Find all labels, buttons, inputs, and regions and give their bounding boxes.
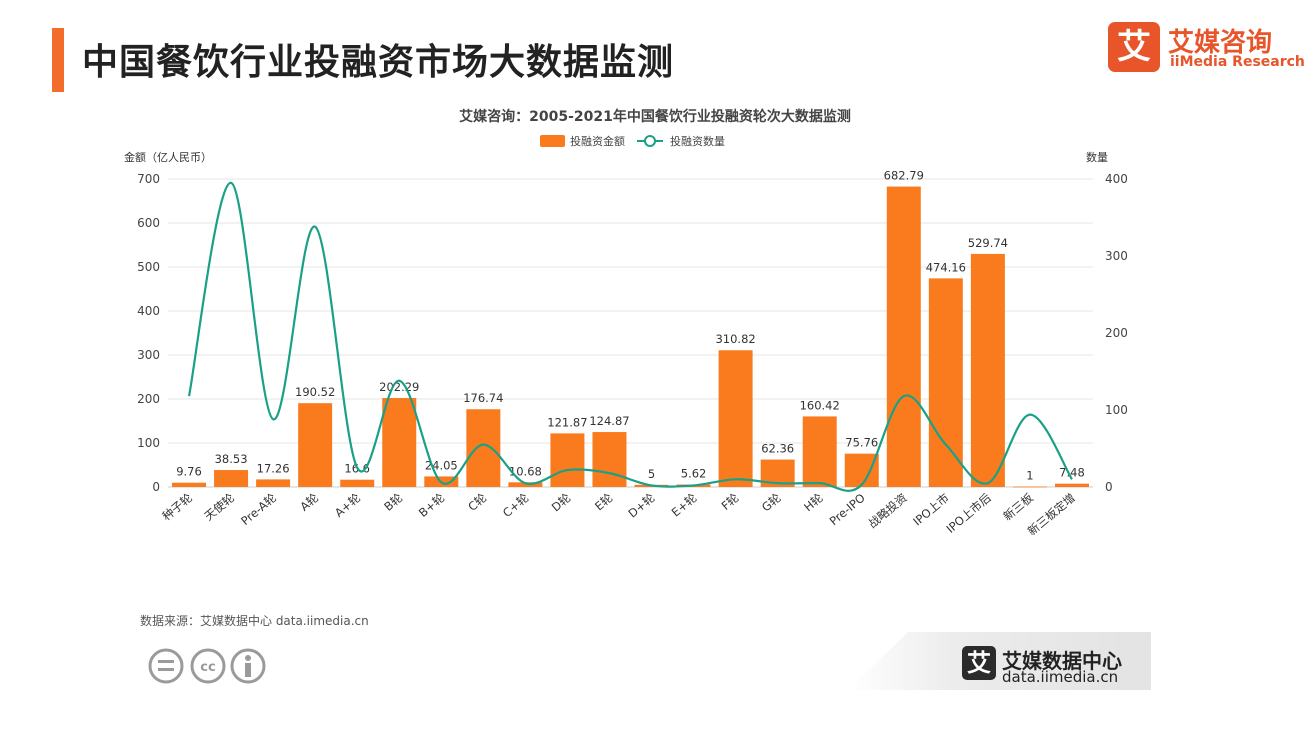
y-axis-title: 金额（亿人民币） (124, 150, 212, 164)
bar-value-label: 310.82 (715, 332, 755, 346)
bar (382, 397, 417, 487)
x-tick-label: F轮 (719, 490, 742, 513)
bar (802, 416, 837, 487)
bar-value-label: 124.87 (589, 414, 629, 428)
bar-value-label: 1 (1026, 469, 1033, 483)
footer-url: data.iimedia.cn (1002, 668, 1119, 686)
y-tick-label: 500 (137, 260, 160, 274)
count-line (187, 181, 1073, 492)
bar-value-label: 38.53 (215, 452, 248, 466)
x-tick-label: A轮 (297, 490, 321, 513)
legend-label-line: 投融资数量 (670, 134, 725, 148)
bar (466, 409, 501, 487)
bar (214, 470, 249, 487)
footer-logo-mark: 艾 (962, 646, 996, 680)
bar (340, 479, 375, 487)
y-tick-label: 200 (137, 392, 160, 406)
x-tick-label: Pre-A轮 (238, 490, 279, 528)
legend-label-bar: 投融资金额 (570, 134, 625, 148)
x-tick-label: 种子轮 (160, 490, 196, 523)
bar-value-label: 5.62 (681, 467, 707, 481)
bar-value-label: 9.76 (176, 465, 202, 479)
x-tick-label: B+轮 (416, 490, 448, 520)
bar-value-label: 202.29 (379, 380, 419, 394)
y-tick-label: 100 (137, 436, 160, 450)
x-tick-label: D轮 (549, 490, 574, 514)
y-tick-label: 0 (152, 480, 160, 494)
bar-value-label: 10.68 (509, 464, 542, 478)
bar (844, 453, 879, 487)
x-tick-label: D+轮 (625, 490, 657, 520)
y-tick-label: 400 (137, 304, 160, 318)
y2-tick-label: 100 (1105, 403, 1128, 417)
person-icon (230, 648, 266, 684)
bar (508, 482, 543, 487)
bar-value-label: 474.16 (926, 260, 966, 274)
y2-axis-title: 数量 (1086, 151, 1108, 164)
x-tick-label: IPO上市后 (944, 491, 994, 536)
data-source: 数据来源：艾媒数据中心 data.iimedia.cn (140, 614, 369, 628)
license-icons: cc (148, 648, 266, 684)
iimedia-logo: 艾 艾媒咨询 iiMedia Research (1108, 22, 1305, 74)
bar-value-label: 5 (648, 467, 655, 481)
x-tick-label: C轮 (465, 490, 489, 514)
x-tick-label: 天使轮 (202, 490, 238, 523)
x-tick-label: C+轮 (500, 490, 532, 520)
x-tick-label: B轮 (381, 490, 405, 514)
x-tick-label: E轮 (592, 490, 616, 513)
x-tick-label: Pre-IPO (827, 491, 868, 529)
bar-value-label: 121.87 (547, 415, 587, 429)
bar-value-label: 682.79 (884, 169, 924, 183)
y-tick-label: 700 (137, 172, 160, 186)
bar (970, 253, 1005, 487)
bar-value-label: 176.74 (463, 391, 503, 405)
equal-icon (148, 648, 184, 684)
y-tick-label: 600 (137, 216, 160, 230)
logo-mark: 艾 (1108, 22, 1160, 72)
bar (172, 482, 207, 487)
x-tick-label: G轮 (759, 490, 784, 514)
y2-tick-label: 400 (1105, 172, 1128, 186)
x-tick-label: E+轮 (669, 490, 700, 519)
y-tick-label: 300 (137, 348, 160, 362)
title-accent-bar (52, 28, 64, 92)
bar (256, 479, 291, 487)
y2-tick-label: 0 (1105, 480, 1113, 494)
bar-value-label: 62.36 (761, 442, 794, 456)
y2-tick-label: 200 (1105, 326, 1128, 340)
x-tick-label: H轮 (801, 490, 826, 514)
bar-value-label: 529.74 (968, 236, 1008, 250)
legend-marker-line (644, 135, 656, 147)
chart-title: 艾媒咨询：2005-2021年中国餐饮行业投融资轮次大数据监测 (459, 108, 851, 125)
bar-value-label: 160.42 (800, 398, 840, 412)
bar (886, 186, 921, 488)
bar-value-label: 75.76 (845, 436, 878, 450)
bar (928, 278, 963, 487)
logo-text-cn: 艾媒咨询 (1168, 28, 1273, 58)
svg-text:cc: cc (200, 660, 215, 675)
x-tick-label: 战略投资 (865, 491, 909, 531)
footer-brand: 艾媒数据中心 (1002, 649, 1122, 673)
x-tick-label: A+轮 (332, 490, 364, 520)
footer-band (848, 632, 1151, 690)
y2-tick-label: 300 (1105, 249, 1128, 263)
bar (550, 433, 585, 487)
cc-icon: cc (190, 648, 226, 684)
bar-value-label: 17.26 (257, 461, 290, 475)
bar (1012, 486, 1047, 488)
page-title: 中国餐饮行业投融资市场大数据监测 (82, 42, 675, 83)
legend-swatch-bar (540, 135, 565, 147)
logo-text-en: iiMedia Research (1170, 54, 1305, 70)
bar (1054, 483, 1089, 487)
bar (592, 432, 627, 487)
bar-value-label: 190.52 (295, 385, 335, 399)
x-tick-label: 新三板 (1000, 490, 1036, 523)
bar (298, 403, 333, 487)
bar (718, 350, 753, 487)
